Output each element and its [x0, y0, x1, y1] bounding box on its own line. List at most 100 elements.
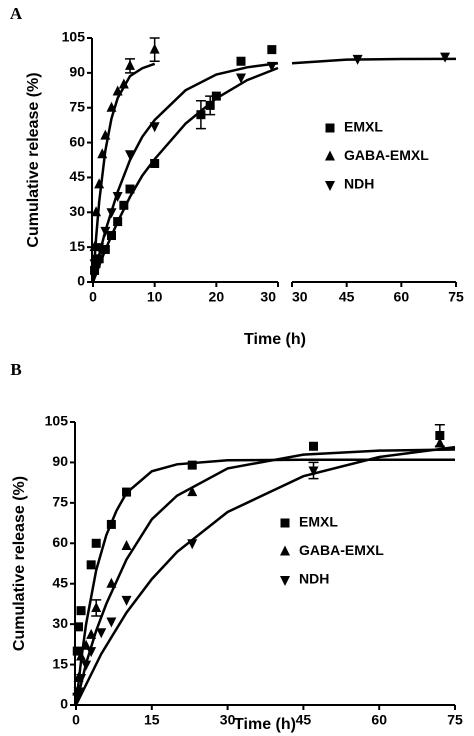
y-tick-label: 90: [69, 64, 85, 80]
y-tick-label: 60: [69, 133, 85, 149]
data-point: [86, 628, 97, 639]
data-point: [121, 595, 132, 606]
x-axis-title: Time (h): [234, 716, 296, 733]
data-point: [150, 158, 160, 168]
data-point: [106, 208, 117, 219]
x-tick-label: 75: [448, 289, 464, 305]
data-point: [352, 54, 363, 65]
legend-symbol: [325, 181, 335, 191]
data-point: [119, 200, 129, 210]
data-point: [267, 45, 277, 55]
fit-curve: [91, 62, 156, 283]
y-tick-label: 45: [52, 574, 68, 590]
fit-curve: [74, 445, 456, 706]
data-point: [112, 85, 123, 96]
data-point: [266, 61, 277, 72]
x-tick-label: 0: [72, 712, 80, 728]
data-point: [94, 243, 105, 254]
x-tick-label: 75: [447, 712, 463, 728]
y-axis-title: Cumulative release (%): [11, 476, 28, 651]
data-point: [86, 560, 96, 570]
data-point: [73, 687, 84, 698]
data-point: [308, 466, 319, 477]
data-point: [187, 460, 197, 470]
data-point: [106, 101, 117, 112]
legend-symbol: [280, 518, 290, 528]
fit-curve: [74, 458, 455, 706]
y-tick-label: 90: [52, 453, 68, 469]
legend-label: NDH: [299, 571, 329, 587]
data-point: [100, 244, 110, 254]
data-point: [107, 231, 116, 241]
data-point: [72, 692, 83, 703]
data-point: [149, 43, 160, 54]
panel-label: A: [10, 4, 23, 23]
data-point: [434, 437, 445, 448]
y-tick-label: 30: [52, 615, 68, 631]
x-tick-label: 60: [371, 712, 387, 728]
x-axis-title: Time (h): [244, 331, 306, 348]
x-tick-label: 10: [147, 289, 163, 305]
legend-label: NDH: [344, 176, 374, 192]
legend-symbol: [280, 545, 290, 556]
y-tick-label: 15: [69, 238, 85, 254]
data-point: [113, 217, 123, 227]
data-point: [106, 617, 117, 628]
data-point: [91, 538, 101, 548]
data-point: [91, 206, 102, 217]
data-point: [76, 606, 86, 616]
data-point: [74, 622, 84, 632]
data-point: [205, 100, 215, 110]
y-tick-label: 60: [52, 534, 68, 550]
data-point: [187, 539, 198, 550]
data-point: [100, 226, 111, 237]
data-point: [100, 129, 111, 140]
x-tick-label: 20: [209, 289, 225, 305]
fit-curve: [91, 66, 279, 283]
data-point: [125, 150, 135, 161]
legend-label: EMXL: [344, 119, 383, 135]
data-point: [112, 192, 123, 203]
data-point: [86, 647, 97, 658]
data-point: [97, 148, 108, 159]
data-point: [236, 56, 246, 66]
x-tick-label: 0: [89, 289, 97, 305]
data-point: [435, 430, 445, 440]
x-tick-label: 30: [220, 712, 236, 728]
data-point: [72, 646, 82, 656]
y-tick-label: 105: [45, 413, 69, 429]
y-tick-label: 15: [52, 655, 68, 671]
data-point: [236, 73, 246, 84]
data-point: [76, 650, 87, 661]
fit-curve: [74, 448, 456, 706]
legend-label: GABA-EMXL: [344, 147, 429, 163]
data-point: [96, 628, 107, 639]
data-point: [91, 601, 102, 612]
data-point: [125, 59, 135, 70]
data-point: [106, 577, 117, 588]
panel-label: B: [10, 360, 21, 379]
x-tick-label: 45: [296, 712, 312, 728]
y-tick-label: 75: [69, 98, 85, 114]
x-tick-label: 15: [144, 712, 160, 728]
y-tick-label: 0: [77, 273, 85, 289]
legend-label: GABA-EMXL: [299, 542, 384, 558]
data-point: [187, 486, 198, 497]
y-axis-title: Cumulative release (%): [25, 72, 42, 247]
x-tick-label: 30: [292, 289, 308, 305]
data-point: [149, 122, 160, 133]
y-tick-label: 105: [62, 29, 86, 45]
y-tick-label: 45: [69, 168, 85, 184]
y-tick-label: 30: [69, 203, 85, 219]
y-tick-label: 75: [52, 494, 68, 510]
x-tick-label: 45: [339, 289, 355, 305]
data-point: [122, 487, 132, 497]
data-point: [125, 184, 135, 194]
x-tick-label: 60: [394, 289, 410, 305]
data-point: [121, 539, 132, 550]
data-point: [91, 254, 102, 265]
data-point: [76, 674, 87, 685]
data-point: [106, 519, 116, 529]
legend-symbol: [280, 576, 290, 586]
